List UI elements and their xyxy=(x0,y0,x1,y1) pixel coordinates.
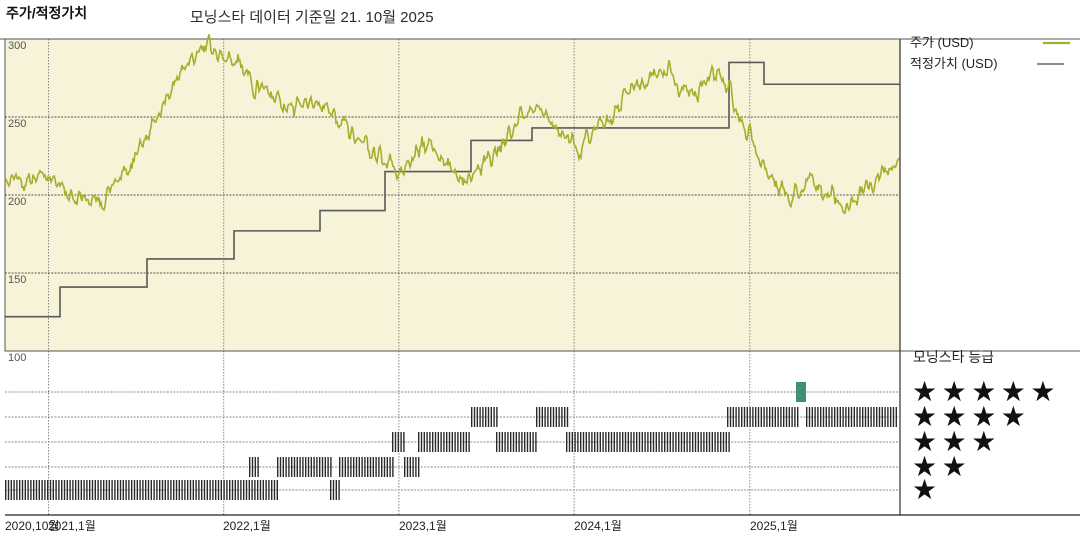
svg-text:주가 (USD): 주가 (USD) xyxy=(910,35,974,50)
svg-text:★: ★ xyxy=(912,474,942,505)
svg-text:2024,1월: 2024,1월 xyxy=(574,519,622,533)
svg-text:100: 100 xyxy=(8,352,26,364)
svg-text:300: 300 xyxy=(8,40,26,52)
svg-text:적정가치 (USD): 적정가치 (USD) xyxy=(910,56,998,71)
svg-text:2023,1월: 2023,1월 xyxy=(399,519,447,533)
svg-text:200: 200 xyxy=(8,196,26,208)
svg-text:2025,1월: 2025,1월 xyxy=(750,519,798,533)
svg-text:2021,1월: 2021,1월 xyxy=(48,519,96,533)
svg-text:모닝스타 등급: 모닝스타 등급 xyxy=(913,349,994,365)
svg-text:2022,1월: 2022,1월 xyxy=(223,519,271,533)
svg-text:150: 150 xyxy=(8,274,26,286)
svg-text:250: 250 xyxy=(8,118,26,130)
